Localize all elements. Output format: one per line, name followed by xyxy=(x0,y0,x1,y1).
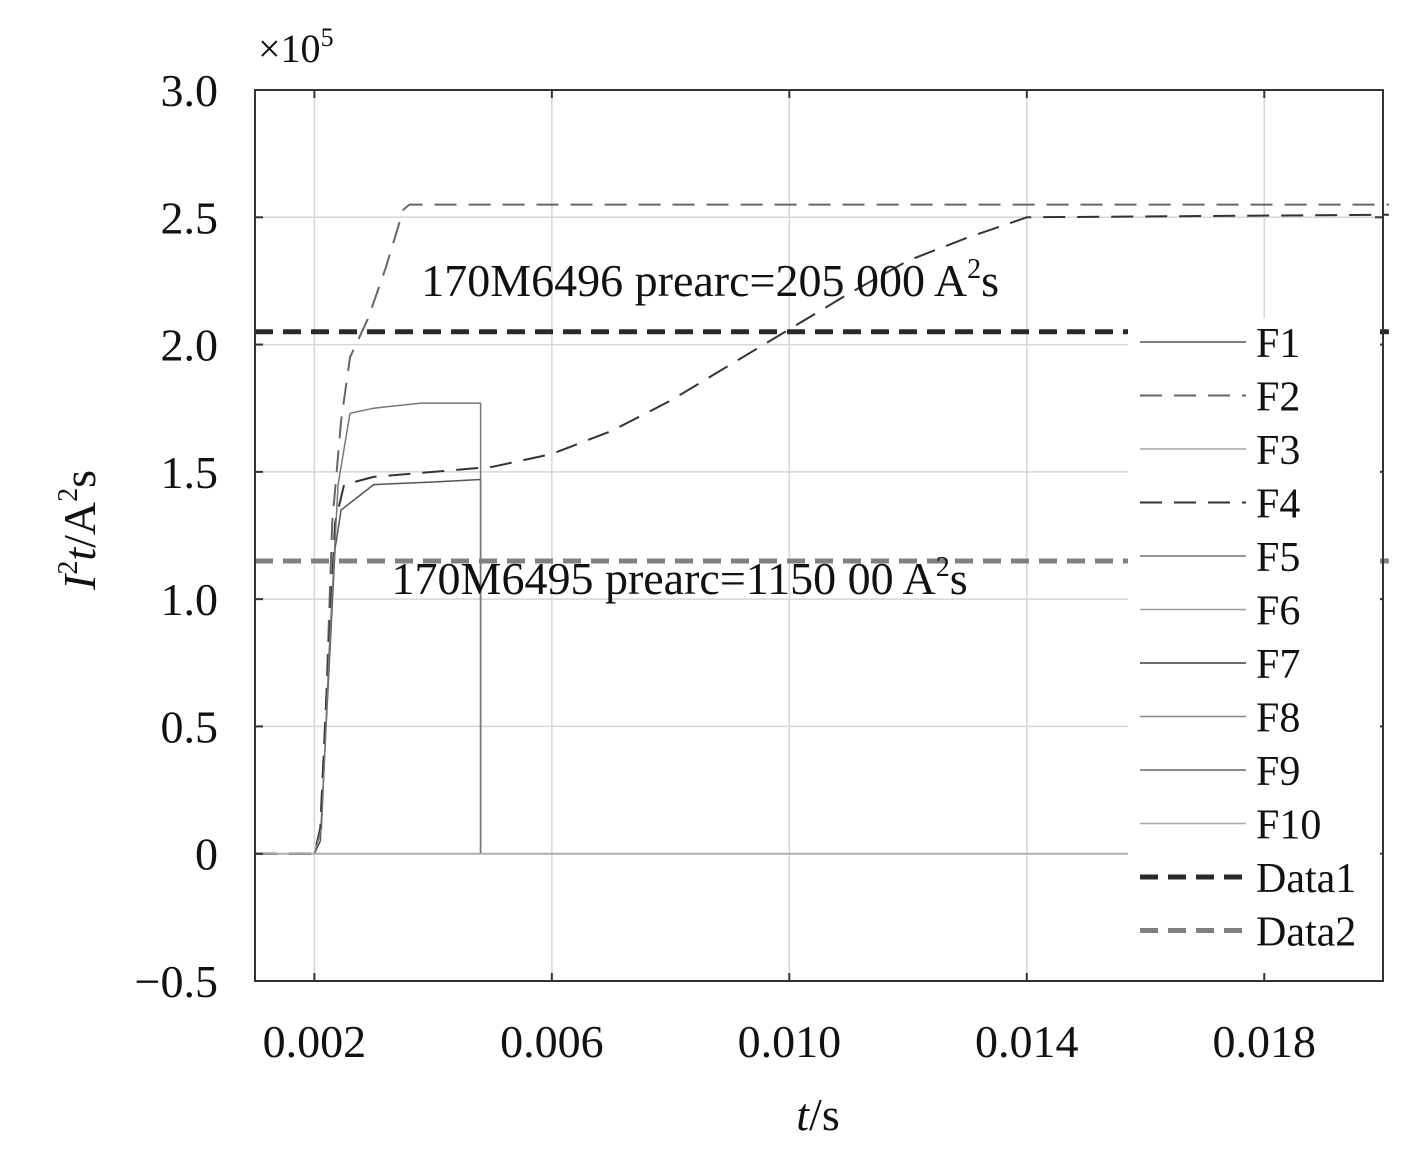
y-tick-label: 1.0 xyxy=(161,574,219,625)
legend: F1 F2 F3 F4 F5 F6 F7 F8 F9 F10 Data1 Data2 xyxy=(1128,318,1380,973)
x-tick-label: 0.018 xyxy=(1213,1016,1317,1067)
legend-label-f3: F3 xyxy=(1256,428,1300,474)
y-axis-label: I2t/A2s xyxy=(53,470,105,591)
x-axis-label: t/s xyxy=(796,1089,839,1140)
plot-frame xyxy=(254,89,1384,982)
y-label-sup: 2 xyxy=(53,561,84,575)
series-line-f5 xyxy=(255,402,482,855)
y-tick-label: 2.5 xyxy=(161,192,219,243)
x-tick-label: 0.002 xyxy=(263,1016,367,1067)
annotation-1: 170M6496 prearc=205 000 A2s xyxy=(421,254,999,306)
legend-label-f4: F4 xyxy=(1256,482,1300,528)
annotation-2: 170M6495 prearc=1150 00 A2s xyxy=(392,552,968,604)
ticks: 0.002 0.006 0.010 0.014 0.018 3.0 2.5 2.0 1.5 1.0… xyxy=(135,65,1383,1067)
y-label-base: I xyxy=(54,572,105,591)
legend-label-f10: F10 xyxy=(1256,803,1321,849)
y-axis-multiplier: ×105 xyxy=(258,23,334,71)
annotations: 170M6496 prearc=205 000 A2s 170M6495 prea… xyxy=(392,254,1000,604)
legend-label-f8: F8 xyxy=(1256,696,1300,742)
legend-label-f9: F9 xyxy=(1256,749,1300,795)
series-line-f1 xyxy=(255,478,1128,855)
x-label-unit: /s xyxy=(809,1089,840,1140)
legend-label-f1: F1 xyxy=(1256,321,1300,367)
y-label-unit-sup: 2 xyxy=(53,488,84,502)
x-tick-label: 0.010 xyxy=(738,1016,842,1067)
y-tick-label: −0.5 xyxy=(135,956,218,1007)
x-tick-label: 0.014 xyxy=(975,1016,1079,1067)
legend-label-f2: F2 xyxy=(1256,375,1300,421)
y-tick-label: 0 xyxy=(195,829,218,880)
legend-label-f7: F7 xyxy=(1256,642,1300,688)
x-tick-label: 0.006 xyxy=(500,1016,604,1067)
legend-box xyxy=(1128,318,1380,973)
legend-label-f6: F6 xyxy=(1256,589,1300,635)
legend-label-f5: F5 xyxy=(1256,535,1300,581)
y-multiplier-exp: 5 xyxy=(321,23,334,52)
y-label-unit-end: s xyxy=(54,470,105,488)
y-tick-label: 1.5 xyxy=(161,447,219,498)
y-tick-label: 2.0 xyxy=(161,320,219,371)
series-layer xyxy=(255,203,1389,855)
legend-label-data1: Data1 xyxy=(1256,856,1356,902)
legend-label-data2: Data2 xyxy=(1256,910,1356,956)
x-label-var: t xyxy=(796,1089,810,1140)
y-multiplier-base: ×10 xyxy=(258,26,321,71)
y-tick-label: 0.5 xyxy=(161,701,219,752)
y-label-var: t xyxy=(54,547,105,561)
y-tick-label: 3.0 xyxy=(161,65,219,116)
y-label-unit: /A xyxy=(54,502,105,548)
